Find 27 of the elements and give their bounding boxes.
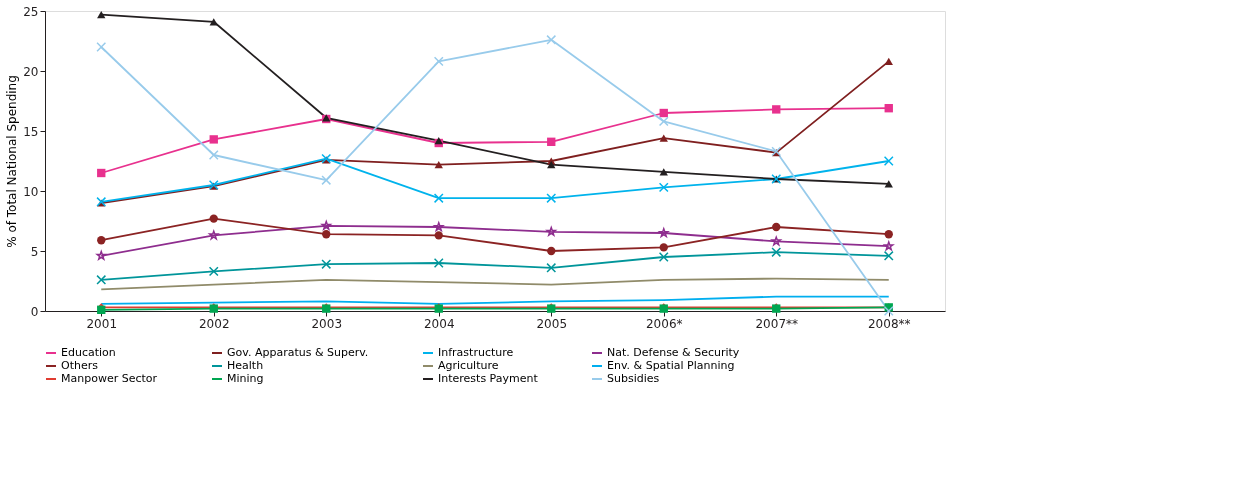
legend-label: Subsidies	[607, 372, 660, 385]
x-tick-label: 2007**	[755, 316, 799, 331]
y-tick-label: 25	[23, 4, 39, 19]
legend-label: Others	[61, 359, 99, 372]
x-tick-label: 2003	[311, 316, 343, 331]
legend-label: Health	[227, 359, 264, 372]
legend-label: Agriculture	[438, 359, 499, 372]
legend-label: Interests Payment	[438, 372, 539, 385]
legend-label: Infrastructure	[438, 346, 514, 359]
y-tick-label: 10	[23, 184, 39, 199]
y-tick-label: 15	[23, 124, 39, 139]
x-tick-label: 2008**	[867, 316, 911, 331]
legend-label: Env. & Spatial Planning	[607, 359, 735, 372]
y-axis-title: % of Total National Spending	[5, 75, 20, 248]
legend-label: Mining	[227, 372, 264, 385]
y-tick-label: 0	[30, 304, 39, 319]
legend-label: Education	[61, 346, 116, 359]
x-tick-label: 2004	[423, 316, 455, 331]
legend-label: Nat. Defense & Security	[607, 346, 740, 359]
x-tick-label: 2005	[536, 316, 568, 331]
y-tick-label: 20	[23, 64, 39, 79]
x-tick-label: 2006*	[645, 316, 683, 331]
x-tick-label: 2002	[198, 316, 230, 331]
y-tick-label: 5	[30, 244, 39, 259]
legend-label: Gov. Apparatus & Superv.	[227, 346, 369, 359]
legend-label: Manpower Sector	[61, 372, 158, 385]
x-tick-label: 2001	[86, 316, 118, 331]
